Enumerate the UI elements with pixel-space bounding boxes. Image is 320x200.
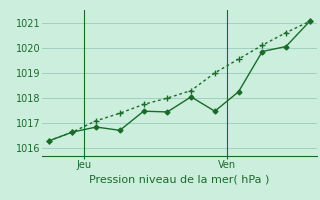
X-axis label: Pression niveau de la mer( hPa ): Pression niveau de la mer( hPa ) (89, 174, 269, 184)
